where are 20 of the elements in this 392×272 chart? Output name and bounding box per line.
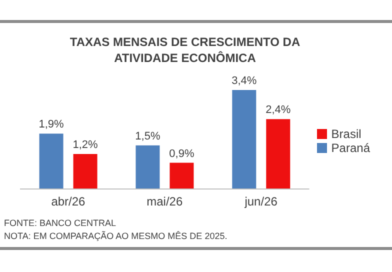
legend-label: Brasil bbox=[331, 126, 362, 140]
legend-label: Paraná bbox=[331, 140, 370, 154]
source-note: FONTE: BANCO CENTRAL bbox=[4, 218, 116, 228]
data-label: 2,4% bbox=[266, 104, 291, 116]
x-tick-label: jun/26 bbox=[244, 194, 278, 209]
data-label: 3,4% bbox=[232, 75, 257, 87]
data-label: 1,5% bbox=[135, 130, 160, 142]
data-label: 0,9% bbox=[169, 148, 194, 160]
bar bbox=[39, 134, 64, 189]
data-label: 1,2% bbox=[72, 139, 98, 152]
bar bbox=[266, 119, 290, 189]
bar bbox=[136, 145, 160, 189]
data-label: 1,9% bbox=[38, 118, 64, 131]
text: NOTA: EM COMPARAÇÃO AO MESMO MÊS DE 2025. bbox=[4, 231, 228, 241]
chart-title: TAXAS MENSAIS DE CRESCIMENTO DA ATIVIDADE ECONÔMICA bbox=[68, 34, 302, 66]
bar bbox=[73, 154, 98, 189]
bar bbox=[170, 162, 194, 189]
x-tick-label: abr/26 bbox=[51, 194, 86, 209]
bar bbox=[232, 90, 256, 189]
x-tick-label: mai/26 bbox=[146, 194, 183, 209]
